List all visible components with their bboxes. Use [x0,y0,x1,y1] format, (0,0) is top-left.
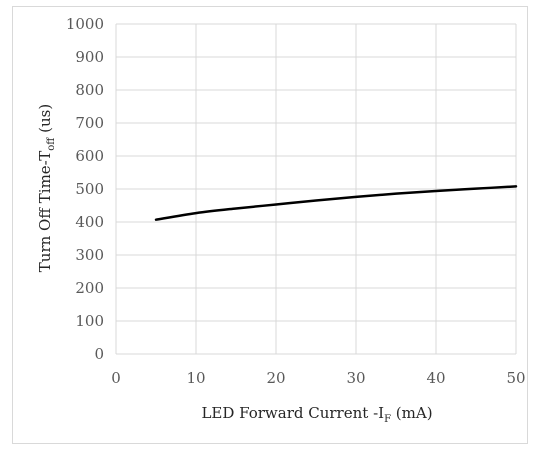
y-tick-label: 400 [75,213,104,231]
y-tick-label: 1000 [66,15,104,33]
y-tick-label: 500 [75,180,104,198]
x-tick-label: 40 [426,369,445,387]
x-tick-label: 20 [266,369,285,387]
x-tick-label: 10 [186,369,205,387]
y-tick-label: 600 [75,147,104,165]
y-tick-label: 700 [75,114,104,132]
y-tick-label: 0 [94,345,104,363]
x-tick-label: 50 [506,369,525,387]
series-line [154,185,518,221]
x-tick-label: 0 [111,369,121,387]
y-tick-label: 800 [75,81,104,99]
chart-frame [12,6,528,444]
x-tick-label: 30 [346,369,365,387]
y-tick-label: 200 [75,279,104,297]
y-axis-title: Turn Off Time-Toff (us) [36,104,57,272]
x-tick-labels: 0 10 20 30 40 50 [111,369,525,387]
series-layer [154,185,518,221]
y-tick-labels: 0 100 200 300 400 500 600 700 800 900 1000 [66,15,104,363]
y-tick-label: 300 [75,246,104,264]
x-axis-title: LED Forward Current -IF (mA) [201,404,432,425]
y-tick-label: 100 [75,312,104,330]
y-tick-label: 900 [75,48,104,66]
